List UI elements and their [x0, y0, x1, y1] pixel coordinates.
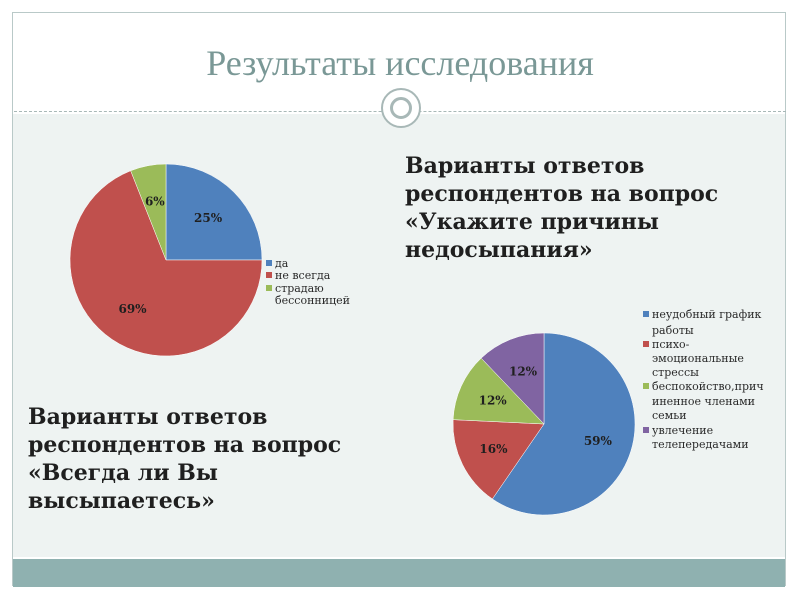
pie2-legend-text-4: стрессы — [652, 366, 699, 379]
pie2-slice-3 — [480, 332, 545, 425]
pie2-slice-2 — [452, 357, 545, 425]
pie2-data-label-1: 16% — [479, 442, 508, 456]
pie1-slice-1 — [69, 170, 263, 357]
pie2-slice-1 — [452, 419, 545, 500]
caption-question-sleep: Варианты ответов респондентов на вопрос … — [28, 404, 342, 514]
pie1-data-label-2: 6% — [145, 195, 165, 209]
pie2-legend-text-2: психо- — [652, 338, 690, 351]
pie2-data-label-2: 12% — [479, 394, 508, 408]
caption-question-reasons: Варианты ответов респондентов на вопрос … — [405, 153, 719, 263]
pie2-legend-swatch-2 — [643, 383, 649, 389]
pie2-data-label-0: 59% — [584, 434, 613, 448]
pie1-data-label-1: 69% — [118, 302, 147, 316]
pie2-legend-text-7: семьи — [652, 409, 687, 422]
pie2-legend-text-3: эмоциональные — [652, 352, 744, 365]
pie2-legend-swatch-0 — [643, 311, 649, 317]
pie1-legend-swatch-1 — [266, 272, 272, 278]
pie1-legend-text-3: бессонницей — [275, 294, 350, 307]
pie2-legend-text-5: беспокойство,прич — [652, 380, 764, 393]
pie1-data-label-0: 25% — [194, 211, 223, 225]
pie1-slice-2 — [130, 163, 167, 261]
pie2-legend-swatch-1 — [643, 341, 649, 347]
footer-bar — [13, 559, 785, 587]
pie2-legend-text-0: неудобный график — [652, 308, 762, 321]
pie2-legend-text-1: работы — [652, 324, 694, 337]
slide-title: Результаты исследования — [206, 43, 594, 83]
pie2-legend-text-9: телепередачами — [652, 438, 749, 451]
pie2-legend-text-6: иненное членами — [652, 395, 755, 408]
pie1-legend-swatch-2 — [266, 285, 272, 291]
pie1-legend-text-0: да — [275, 257, 289, 270]
pie2-slice-0 — [492, 332, 636, 516]
pie2-legend-text-8: увлечение — [652, 424, 713, 437]
pie2-legend-swatch-3 — [643, 427, 649, 433]
circle-ornament-inner — [390, 97, 412, 119]
pie1-legend-text-2: страдаю — [275, 282, 324, 295]
pie2-data-label-3: 12% — [509, 365, 538, 379]
circle-ornament-icon — [381, 88, 421, 128]
pie1-legend-text-1: не всегда — [275, 269, 331, 282]
pie1-legend-swatch-0 — [266, 260, 272, 266]
pie1-slice-0 — [165, 163, 263, 261]
